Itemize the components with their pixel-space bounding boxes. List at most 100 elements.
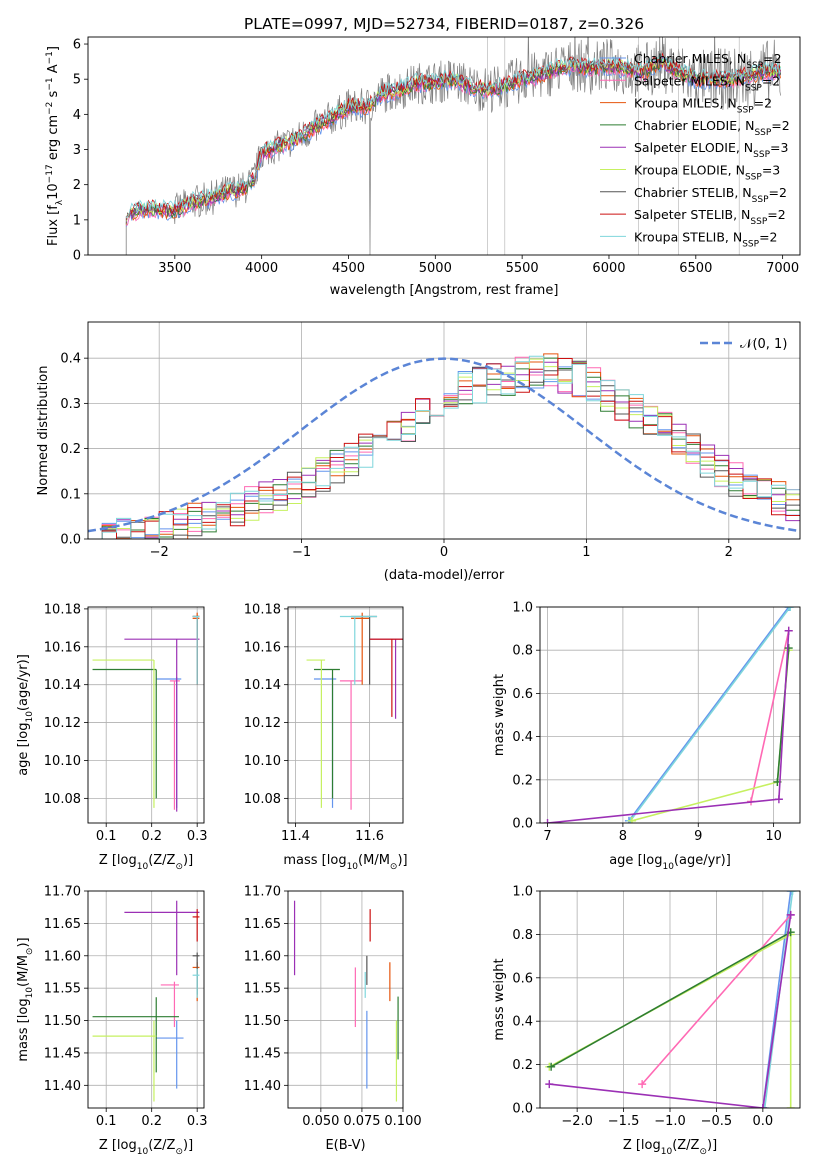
axes-mass_vs_ebv: 0.050 0.075 0.100 11.40 11.45 11.50 11.55 11.60…	[244, 885, 422, 1130]
weight-marker	[760, 1104, 769, 1108]
legend-entry: Kroupa STELIB, NSSP=2	[634, 229, 778, 249]
x-tick-label: 5000	[419, 261, 452, 276]
y-tick-label: 10.10	[44, 754, 81, 769]
x-axis-label: (data-model)/error	[384, 568, 505, 583]
x-tick-label: 7000	[766, 261, 799, 276]
axes-frame	[87, 890, 205, 1109]
weight-marker	[638, 1080, 647, 1089]
y-tick-label: 3	[73, 143, 81, 158]
y-tick-label: 10.12	[244, 716, 281, 731]
y-tick-label: 0.0	[512, 817, 533, 832]
y-tick-label: 4	[73, 108, 81, 123]
model-line-kroupa_stelib	[125, 54, 781, 219]
y-tick-label: 10.08	[44, 792, 81, 807]
y-axis-label: Normed distribution	[36, 366, 51, 496]
weight-marker	[545, 1080, 554, 1089]
axes-frame	[539, 606, 801, 824]
y-tick-label: 0.3	[60, 397, 81, 412]
y-tick-label: 0.8	[512, 928, 533, 943]
y-tick-label: 11.55	[44, 982, 81, 997]
x-tick-label: 10	[765, 829, 782, 844]
plot-area	[543, 607, 795, 823]
y-tick-label: 11.45	[244, 1046, 281, 1061]
axes-frame	[539, 890, 801, 1109]
plot-area	[306, 612, 403, 810]
axes-mass_vs_Z: 0.1 0.2 0.3 11.40 11.45 11.50 11.55 11.60 11.65 1…	[44, 885, 208, 1130]
y-tick-label: 0.4	[512, 730, 533, 745]
weight-marker	[758, 1104, 767, 1108]
grid	[288, 890, 404, 1108]
y-tick-label: 10.14	[44, 678, 81, 693]
x-tick-label: 0.3	[187, 829, 208, 844]
y-tick-label: 11.50	[44, 1014, 81, 1029]
model-line-chabrier_stelib	[125, 56, 781, 221]
y-axis-label: mass weight	[492, 674, 507, 756]
weight-line-chabrier_elodie	[550, 931, 792, 1068]
y-tick-label: 11.60	[44, 949, 81, 964]
x-tick-label: 0.3	[187, 1114, 208, 1129]
y-tick-label: 0.4	[512, 1015, 533, 1030]
y-tick-label: 10.18	[244, 602, 281, 617]
weight-line-salpeter_elodie	[549, 914, 792, 1108]
weight-line-chabrier_miles	[628, 607, 790, 822]
x-tick-label: 0.0	[753, 1114, 774, 1129]
x-axis-label: E(B-V)	[325, 1138, 365, 1153]
plot-area	[92, 612, 200, 812]
y-tick-label: 0.2	[60, 442, 81, 457]
axes-age_vs_Z: 0.1 0.2 0.3 10.08 10.10 10.12 10.14 10.16 10.18	[44, 602, 208, 844]
legend-entry: Chabrier ELODIE, NSSP=2	[634, 118, 790, 138]
x-tick-label: 4500	[332, 261, 365, 276]
y-tick-label: 0.2	[512, 1058, 533, 1073]
plot-area	[293, 900, 399, 1102]
x-tick-label: 0.075	[343, 1114, 380, 1129]
x-axis-label: wavelength [Angstrom, rest frame]	[330, 283, 559, 298]
x-tick-label: 2	[725, 545, 733, 560]
weight-marker	[788, 891, 797, 895]
axes-frame	[87, 321, 801, 540]
axes-spectrum: 3500 4000 4500 5000 5500 6000 6500 7000 0 1 2 3 4 5 6	[73, 36, 801, 276]
y-tick-label: 10.18	[44, 602, 81, 617]
axes-frame	[87, 36, 801, 256]
y-tick-label: 10.12	[44, 716, 81, 731]
weight-marker	[786, 607, 795, 611]
y-tick-label: 1.0	[512, 601, 533, 616]
grid	[540, 606, 800, 824]
x-tick-label: 0.1	[96, 1114, 117, 1129]
x-tick-label: 0.2	[141, 1114, 162, 1129]
y-tick-label: 11.40	[244, 1079, 281, 1094]
x-tick-label: 0	[440, 545, 448, 560]
x-axis-label: Z [log10(Z/Z⊙)]	[99, 1138, 193, 1157]
x-tick-label: 4000	[245, 261, 278, 276]
weight-marker	[784, 644, 793, 653]
legend-entry: Kroupa ELODIE, NSSP=3	[634, 163, 780, 183]
weight-marker	[627, 816, 636, 823]
y-tick-label: 11.50	[244, 1014, 281, 1029]
plot-area	[88, 353, 800, 539]
legend-entry: Chabrier MILES, NSSP=2	[634, 51, 782, 71]
x-tick-label: 6500	[679, 261, 712, 276]
x-tick-label: 6000	[592, 261, 625, 276]
x-tick-label: −0.5	[701, 1114, 733, 1129]
gaussian-curve	[88, 357, 800, 533]
x-tick-label: 3500	[158, 261, 191, 276]
y-tick-label: 10.10	[244, 754, 281, 769]
x-tick-label: 9	[694, 829, 702, 844]
x-tick-label: 0.100	[384, 1114, 421, 1129]
x-tick-label: 8	[619, 829, 627, 844]
legend-entry: 𝒩(0, 1)	[740, 337, 787, 352]
x-tick-label: −1	[292, 545, 311, 560]
y-tick-label: 6	[73, 38, 81, 53]
y-axis-label: mass [log10(M/M⊙)]	[16, 937, 35, 1061]
y-tick-label: 10.16	[44, 640, 81, 655]
x-tick-label: −1.5	[608, 1114, 640, 1129]
x-tick-label: −1.0	[654, 1114, 686, 1129]
plot-area	[125, 37, 781, 255]
y-tick-label: 0.6	[512, 687, 533, 702]
y-tick-label: 11.55	[244, 982, 281, 997]
y-tick-label: 2	[73, 178, 81, 193]
y-tick-label: 0	[73, 249, 81, 264]
axes-weight_vs_age: 7 8 9 10 0.0 0.2 0.4 0.6 0.8 1.0	[512, 601, 801, 844]
y-tick-label: 11.70	[44, 885, 81, 900]
